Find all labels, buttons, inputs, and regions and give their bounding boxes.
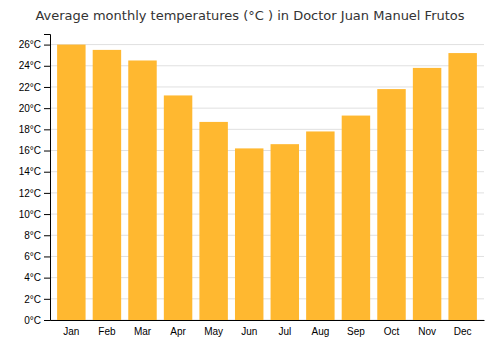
- grid-line: [50, 44, 484, 45]
- tick-label: 12°C: [19, 188, 41, 199]
- tick-label: Jan: [63, 326, 79, 337]
- tick: 18°C: [19, 124, 50, 135]
- tick: Aug: [311, 326, 329, 337]
- tick: 10°C: [19, 209, 50, 220]
- bar: [271, 144, 299, 320]
- tick-label: Oct: [384, 326, 400, 337]
- tick: 16°C: [19, 145, 50, 156]
- tick: 24°C: [19, 60, 50, 71]
- bar: [306, 131, 334, 320]
- bar: [342, 116, 370, 320]
- tick-label: 18°C: [19, 124, 41, 135]
- tick: 26°C: [19, 39, 50, 50]
- tick-label: May: [204, 326, 223, 337]
- tick-label: Jun: [241, 326, 257, 337]
- tick-label: 2°C: [24, 294, 41, 305]
- tick-mark: [44, 235, 50, 236]
- tick-label: Dec: [454, 326, 472, 337]
- tick-mark: [44, 193, 50, 194]
- tick: Mar: [134, 326, 152, 337]
- tick-mark: [44, 45, 50, 46]
- bar: [128, 60, 156, 320]
- tick-label: Aug: [311, 326, 329, 337]
- tick-label: 6°C: [24, 251, 41, 262]
- tick-mark: [44, 320, 50, 321]
- tick-mark: [44, 172, 50, 173]
- x-axis: Jan Feb Mar Apr May Jun Jul Aug Sep Oct Nov Dec: [51, 321, 485, 338]
- bar: [93, 50, 121, 320]
- tick: Apr: [170, 326, 186, 337]
- tick-label: Jul: [278, 326, 291, 337]
- tick-mark: [44, 151, 50, 152]
- bars: [57, 45, 477, 320]
- axis-line: [44, 35, 51, 321]
- tick-label: 14°C: [19, 166, 41, 177]
- tick: Jan: [63, 326, 79, 337]
- bar: [57, 45, 85, 320]
- tick: Feb: [98, 326, 116, 337]
- tick: 20°C: [19, 103, 50, 114]
- tick-label: Mar: [134, 326, 152, 337]
- tick-label: 24°C: [19, 60, 41, 71]
- bar: [199, 122, 227, 320]
- bar: [413, 68, 441, 320]
- bar: [448, 53, 476, 320]
- tick-label: Feb: [98, 326, 116, 337]
- tick-mark: [44, 108, 50, 109]
- tick-label: 10°C: [19, 209, 41, 220]
- tick-mark: [44, 299, 50, 300]
- tick-label: 22°C: [19, 82, 41, 93]
- tick-label: 16°C: [19, 145, 41, 156]
- grid: [50, 45, 484, 320]
- tick-mark: [44, 256, 50, 257]
- tick: 22°C: [19, 82, 50, 93]
- tick-label: Nov: [418, 326, 436, 337]
- tick: 6°C: [24, 251, 50, 262]
- bar: [164, 95, 192, 320]
- tick: 8°C: [24, 230, 50, 241]
- tick-label: Apr: [170, 326, 186, 337]
- tick: 0°C: [24, 315, 50, 326]
- tick-mark: [44, 87, 50, 88]
- plot: 0°C 2°C 4°C 6°C 8°C 10°C 12°C 14°C 16°C 18°C 20°C 2…: [19, 35, 485, 338]
- tick-label: 8°C: [24, 230, 41, 241]
- tick-label: 20°C: [19, 103, 41, 114]
- tick: 14°C: [19, 166, 50, 177]
- tick: 12°C: [19, 188, 50, 199]
- tick-mark: [44, 129, 50, 130]
- y-axis: 0°C 2°C 4°C 6°C 8°C 10°C 12°C 14°C 16°C 18°C 20°C 2…: [19, 35, 51, 326]
- tick: Sep: [347, 326, 365, 337]
- tick-mark: [44, 214, 50, 215]
- tick: May: [204, 326, 223, 337]
- bar: [377, 89, 405, 320]
- tick-label: 4°C: [24, 272, 41, 283]
- tick-mark: [44, 66, 50, 67]
- tick: Nov: [418, 326, 436, 337]
- chart: 0°C 2°C 4°C 6°C 8°C 10°C 12°C 14°C 16°C 18°C 20°C 2…: [0, 0, 500, 350]
- tick: 2°C: [24, 294, 50, 305]
- tick-mark: [44, 278, 50, 279]
- tick: Jul: [278, 326, 291, 337]
- bar: [235, 148, 263, 320]
- tick-label: Sep: [347, 326, 365, 337]
- tick-label: 26°C: [19, 39, 41, 50]
- axis-line: [51, 320, 485, 321]
- tick: 4°C: [24, 272, 50, 283]
- title: Average monthly temperatures (°C ) in Do…: [35, 8, 464, 23]
- tick-label: 0°C: [24, 315, 41, 326]
- tick: Dec: [454, 326, 472, 337]
- tick: Jun: [241, 326, 257, 337]
- tick: Oct: [384, 326, 400, 337]
